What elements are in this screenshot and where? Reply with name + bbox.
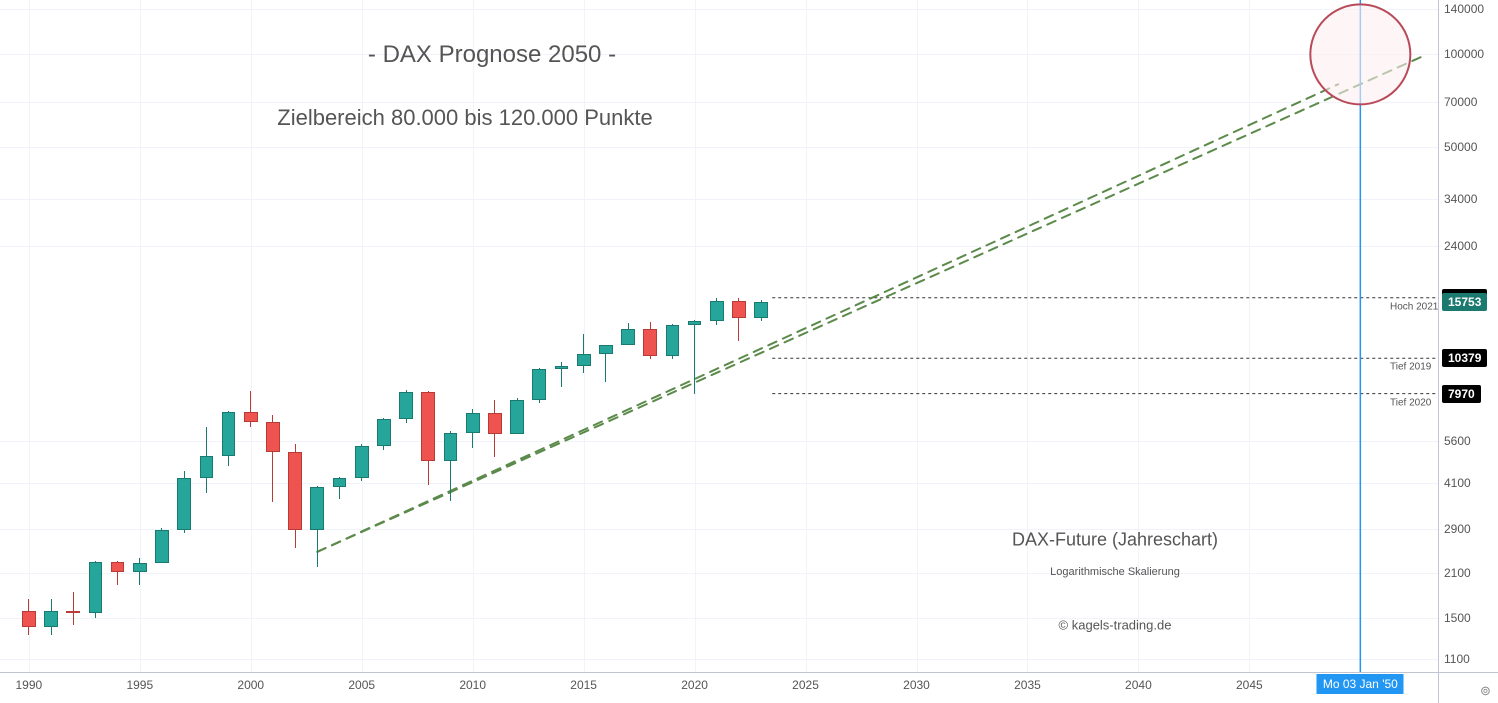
price-level-label: Hoch 2021 [1390,301,1438,312]
candle-body[interactable] [643,329,657,356]
candle-body[interactable] [155,530,169,563]
chart-svg-overlay [0,0,1438,672]
candle-body[interactable] [333,478,347,487]
x-tick-label: 2015 [570,678,597,692]
price-level-tag: 10379 [1442,349,1487,367]
candle-body[interactable] [222,412,236,456]
trend-line[interactable] [317,84,1338,552]
x-tick-label: 2005 [348,678,375,692]
vertical-marker-date-tag: Mo 03 Jan '50 [1317,674,1404,694]
x-tick-label: 1995 [126,678,153,692]
candle-body[interactable] [666,325,680,355]
candle-body[interactable] [399,392,413,419]
y-tick-label: 2100 [1444,566,1471,580]
x-tick-label: 2030 [903,678,930,692]
candle-body[interactable] [310,487,324,530]
candle-wick [73,592,74,625]
candle-body[interactable] [66,611,80,614]
candle-body[interactable] [532,369,546,400]
candle-body[interactable] [421,392,435,461]
y-tick-label: 1500 [1444,611,1471,625]
x-tick-label: 1990 [15,678,42,692]
y-tick-label: 24000 [1444,239,1477,253]
chart-annotation: DAX-Future (Jahreschart) [1012,530,1218,551]
candle-body[interactable] [688,321,702,326]
candle-body[interactable] [133,563,147,573]
y-tick-label: 70000 [1444,95,1477,109]
chart-subtitle: Zielbereich 80.000 bis 120.000 Punkte [277,105,652,131]
candle-body[interactable] [200,456,214,478]
target-circle[interactable] [1310,4,1410,104]
candle-wick [694,320,695,394]
candle-body[interactable] [510,400,524,434]
chart-plot-area[interactable] [0,0,1438,672]
candle-body[interactable] [377,419,391,446]
candle-body[interactable] [244,412,258,423]
x-tick-label: 2045 [1236,678,1263,692]
y-tick-label: 50000 [1444,140,1477,154]
candle-body[interactable] [599,345,613,354]
candle-body[interactable] [732,301,746,318]
y-axis[interactable]: 1100 1500 2100 2900 4100 5600 24000 34000 50000 7… [1438,0,1498,672]
x-tick-label: 2025 [792,678,819,692]
candle-body[interactable] [466,413,480,433]
x-tick-label: 2010 [459,678,486,692]
candle-body[interactable] [488,413,502,434]
price-level-tag: 7970 [1442,385,1481,403]
y-tick-label: 34000 [1444,192,1477,206]
candle-body[interactable] [621,329,635,345]
candle-body[interactable] [577,354,591,366]
candle-body[interactable] [355,446,369,478]
y-tick-label: 1100 [1444,652,1470,666]
chart-title: - DAX Prognose 2050 - [368,41,616,69]
candle-body[interactable] [266,422,280,452]
candle-body[interactable] [710,301,724,321]
axis-settings-icon[interactable]: ⊚ [1480,683,1491,699]
candle-body[interactable] [754,302,768,318]
y-tick-label: 2900 [1444,522,1471,536]
x-tick-label: 2040 [1125,678,1152,692]
candle-body[interactable] [44,611,58,627]
chart-annotation: Logarithmische Skalierung [1050,566,1180,578]
candle-body[interactable] [22,611,36,627]
y-tick-label: 100000 [1444,47,1484,61]
chart-annotation: © kagels-trading.de [1059,618,1172,633]
y-tick-label: 5600 [1444,434,1471,448]
candle-body[interactable] [177,478,191,530]
last-price-tag: 15753 [1442,293,1487,311]
x-tick-label: 2000 [237,678,264,692]
candle-body[interactable] [555,366,569,369]
candle-body[interactable] [288,452,302,530]
y-tick-label: 4100 [1444,476,1471,490]
x-tick-label: 2035 [1014,678,1041,692]
price-level-label: Tief 2020 [1390,397,1431,408]
candle-body[interactable] [89,562,103,613]
y-tick-label: 140000 [1444,2,1484,16]
x-axis[interactable]: 1990 1995 2000 2005 2010 2015 2020 2025 2030 2035… [0,672,1438,703]
candle-body[interactable] [111,562,125,572]
candle-body[interactable] [444,433,458,462]
price-level-label: Tief 2019 [1390,362,1431,373]
x-tick-label: 2020 [681,678,708,692]
